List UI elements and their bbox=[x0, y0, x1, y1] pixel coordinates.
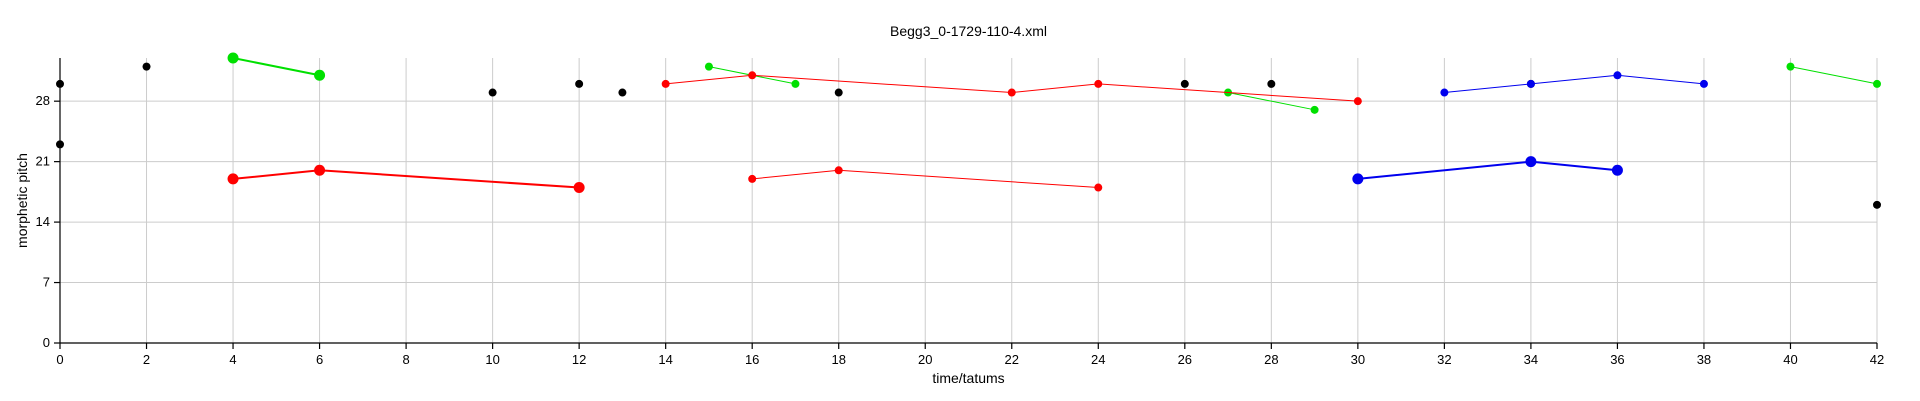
grid-lines bbox=[60, 58, 1878, 343]
data-point bbox=[1267, 79, 1276, 88]
x-tick-label: 8 bbox=[402, 352, 409, 367]
y-tick-label: 7 bbox=[43, 275, 50, 290]
data-series bbox=[56, 52, 1881, 209]
data-point bbox=[1180, 79, 1189, 88]
series-group bbox=[1440, 71, 1708, 97]
series-line bbox=[1790, 66, 1878, 85]
data-point bbox=[1873, 79, 1881, 88]
series-group bbox=[56, 62, 1881, 209]
data-point bbox=[1007, 88, 1016, 97]
x-tick-label: 14 bbox=[658, 352, 672, 367]
x-tick-label: 12 bbox=[572, 352, 586, 367]
series-group bbox=[661, 71, 1362, 106]
x-tick-label: 34 bbox=[1524, 352, 1538, 367]
x-tick-label: 26 bbox=[1178, 352, 1192, 367]
x-tick-label: 6 bbox=[316, 352, 323, 367]
series-group bbox=[748, 166, 1103, 192]
data-point bbox=[1873, 200, 1881, 209]
data-point bbox=[1699, 79, 1708, 88]
data-point bbox=[1353, 97, 1362, 106]
data-point bbox=[142, 62, 151, 71]
data-point bbox=[791, 79, 800, 88]
x-tick-label: 30 bbox=[1351, 352, 1365, 367]
y-tick-label: 0 bbox=[43, 335, 50, 350]
data-point bbox=[1525, 156, 1537, 168]
y-tick-label: 21 bbox=[36, 154, 50, 169]
x-tick-label: 22 bbox=[1005, 352, 1019, 367]
x-tick-label: 32 bbox=[1437, 352, 1451, 367]
data-point bbox=[834, 88, 843, 97]
y-tick-label: 28 bbox=[36, 93, 50, 108]
series-group bbox=[1786, 62, 1881, 88]
y-tick-label: 14 bbox=[36, 214, 50, 229]
x-tick-label: 2 bbox=[143, 352, 150, 367]
data-point bbox=[1352, 173, 1364, 185]
data-point bbox=[1094, 183, 1103, 192]
ticks: 0 2 4 6 8 10 12 14 16 18 20 22 24 26 28 30 32 34 36 38 40 420… bbox=[36, 93, 1885, 367]
x-tick-label: 24 bbox=[1091, 352, 1105, 367]
x-tick-label: 18 bbox=[831, 352, 845, 367]
axes bbox=[59, 58, 1877, 344]
series-group bbox=[1352, 156, 1623, 185]
data-point bbox=[314, 164, 326, 176]
data-point bbox=[1786, 62, 1795, 71]
data-point bbox=[1526, 79, 1535, 88]
series-line bbox=[1227, 92, 1315, 111]
data-point bbox=[1440, 88, 1449, 97]
series-line bbox=[1444, 74, 1705, 94]
series-group bbox=[227, 164, 585, 194]
x-axis-label: time/tatums bbox=[932, 370, 1004, 386]
data-point bbox=[1613, 71, 1622, 80]
x-tick-label: 0 bbox=[56, 352, 63, 367]
data-point bbox=[1310, 105, 1319, 114]
data-point bbox=[56, 79, 64, 88]
x-tick-label: 4 bbox=[229, 352, 236, 367]
x-tick-label: 10 bbox=[485, 352, 499, 367]
x-tick-label: 40 bbox=[1783, 352, 1797, 367]
data-point bbox=[1094, 79, 1103, 88]
data-point bbox=[1611, 164, 1623, 176]
data-point bbox=[704, 62, 713, 71]
x-tick-label: 38 bbox=[1697, 352, 1711, 367]
data-point bbox=[573, 182, 585, 194]
x-tick-label: 36 bbox=[1610, 352, 1624, 367]
data-point bbox=[748, 71, 757, 80]
x-tick-label: 20 bbox=[918, 352, 932, 367]
data-point bbox=[661, 79, 670, 88]
data-point bbox=[748, 174, 757, 183]
series-group bbox=[227, 52, 326, 81]
data-point bbox=[575, 79, 584, 88]
chart-title: Begg3_0-1729-110-4.xml bbox=[890, 23, 1047, 39]
series-line bbox=[232, 57, 320, 77]
data-point bbox=[56, 140, 64, 149]
x-tick-label: 28 bbox=[1264, 352, 1278, 367]
data-point bbox=[618, 88, 627, 97]
data-point bbox=[314, 69, 326, 81]
series-line bbox=[1357, 160, 1618, 180]
x-tick-label: 16 bbox=[745, 352, 759, 367]
y-axis-label: morphetic pitch bbox=[14, 153, 30, 248]
data-point bbox=[834, 166, 843, 175]
data-point bbox=[488, 88, 497, 97]
x-tick-label: 42 bbox=[1870, 352, 1884, 367]
data-point bbox=[227, 173, 239, 185]
data-point bbox=[227, 52, 239, 64]
